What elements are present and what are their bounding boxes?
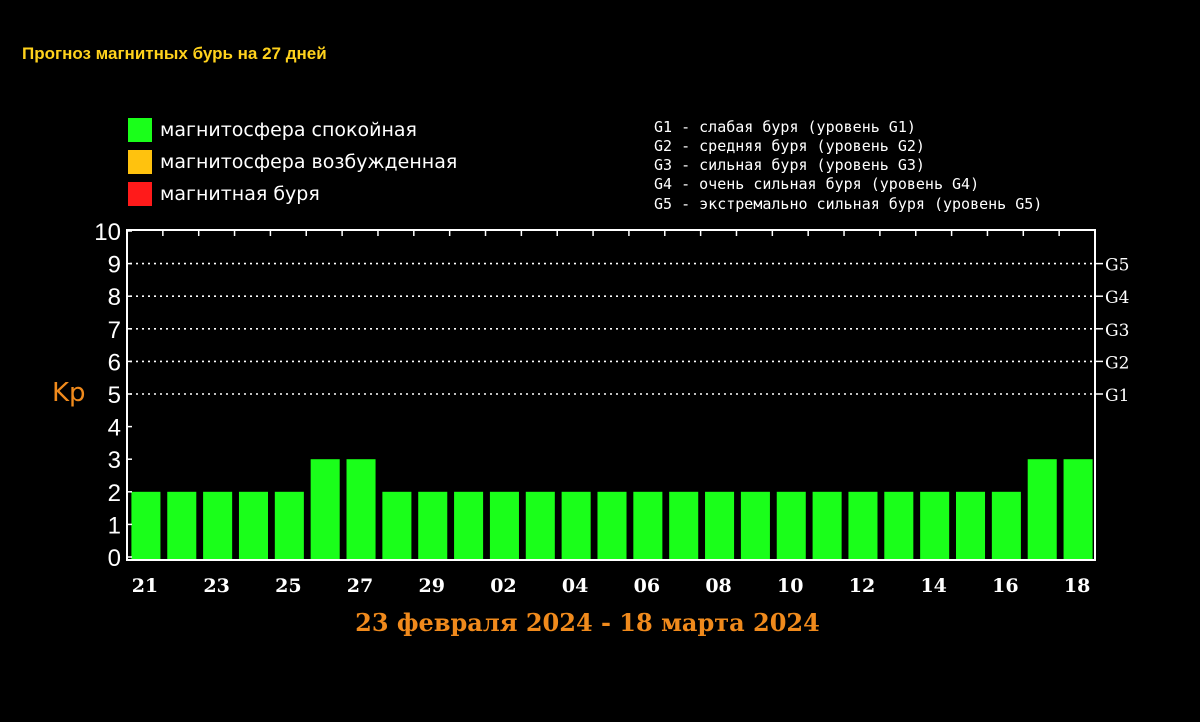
bar bbox=[884, 491, 914, 559]
y-tick-label: 8 bbox=[108, 284, 121, 311]
x-tick-label: 29 bbox=[419, 575, 445, 597]
x-tick-label: 08 bbox=[705, 575, 731, 597]
legend-swatch-red bbox=[128, 182, 152, 206]
legend-item-excited: магнитосфера возбужденная bbox=[128, 150, 457, 174]
right-axis-label: G2 bbox=[1105, 353, 1129, 373]
y-tick-label: 3 bbox=[108, 447, 121, 474]
storm-level-g5: G5 - экстремально сильная буря (уровень … bbox=[654, 195, 1043, 213]
x-tick-label: 27 bbox=[347, 575, 373, 597]
x-tick-label: 21 bbox=[132, 575, 158, 597]
x-tick-label: 04 bbox=[562, 575, 588, 597]
legend-label: магнитосфера спокойная bbox=[160, 119, 417, 141]
storm-level-g4: G4 - очень сильная буря (уровень G4) bbox=[654, 175, 980, 193]
bar bbox=[489, 491, 519, 559]
right-axis-label: G4 bbox=[1105, 288, 1129, 308]
page-title: Прогноз магнитных бурь на 27 дней bbox=[22, 44, 327, 63]
bar bbox=[920, 491, 950, 559]
bar bbox=[418, 491, 448, 559]
bar bbox=[597, 491, 627, 559]
bar bbox=[848, 491, 878, 559]
y-tick-label: 0 bbox=[108, 545, 121, 572]
y-tick-label: 2 bbox=[108, 480, 121, 507]
x-tick-label: 02 bbox=[490, 575, 516, 597]
x-tick-label: 18 bbox=[1064, 575, 1090, 597]
bar bbox=[167, 491, 197, 559]
legend-swatch-green bbox=[128, 118, 152, 142]
bar bbox=[955, 491, 986, 559]
bar bbox=[131, 491, 161, 559]
bar bbox=[1027, 459, 1057, 559]
bar bbox=[274, 491, 304, 559]
bar bbox=[812, 491, 842, 559]
right-axis-label: G5 bbox=[1105, 256, 1129, 276]
legend-swatch-orange bbox=[128, 150, 152, 174]
bar bbox=[561, 491, 591, 559]
bar bbox=[346, 459, 376, 559]
date-range: 23 февраля 2024 - 18 марта 2024 bbox=[355, 608, 820, 637]
x-tick-label: 06 bbox=[634, 575, 660, 597]
y-tick-label: 6 bbox=[108, 349, 121, 376]
legend-item-storm: магнитная буря bbox=[128, 182, 320, 206]
x-tick-label: 10 bbox=[777, 575, 803, 597]
right-axis-label: G1 bbox=[1105, 386, 1129, 406]
y-tick-label: 1 bbox=[108, 512, 121, 539]
bar bbox=[669, 491, 699, 559]
x-tick-label: 12 bbox=[849, 575, 875, 597]
y-axis-label: Kp bbox=[52, 378, 86, 408]
x-tick-label: 23 bbox=[203, 575, 229, 597]
bar bbox=[454, 491, 484, 559]
legend-label: магнитосфера возбужденная bbox=[160, 151, 458, 173]
x-tick-label: 14 bbox=[920, 575, 946, 597]
legend-label: магнитная буря bbox=[160, 183, 320, 205]
bar bbox=[705, 491, 735, 559]
storm-level-g2: G2 - средняя буря (уровень G2) bbox=[654, 137, 925, 155]
y-tick-label: 4 bbox=[108, 415, 121, 442]
bar bbox=[310, 459, 340, 559]
plot-frame bbox=[126, 229, 1096, 561]
bar bbox=[776, 491, 806, 559]
bar bbox=[238, 491, 269, 559]
y-tick-label: 10 bbox=[94, 219, 121, 246]
bar bbox=[633, 491, 663, 559]
bar bbox=[991, 491, 1021, 559]
x-tick-label: 25 bbox=[275, 575, 301, 597]
x-tick-label: 16 bbox=[992, 575, 1018, 597]
bar bbox=[203, 491, 233, 559]
y-tick-label: 5 bbox=[108, 382, 121, 409]
right-axis-label: G3 bbox=[1105, 321, 1129, 341]
bar bbox=[1063, 459, 1093, 559]
bar bbox=[382, 491, 412, 559]
y-tick-label: 7 bbox=[108, 317, 121, 344]
legend-item-quiet: магнитосфера спокойная bbox=[128, 118, 417, 142]
storm-level-g1: G1 - слабая буря (уровень G1) bbox=[654, 118, 916, 136]
bar bbox=[740, 491, 770, 559]
storm-level-g3: G3 - сильная буря (уровень G3) bbox=[654, 156, 925, 174]
bar bbox=[525, 491, 555, 559]
y-tick-label: 9 bbox=[108, 252, 121, 279]
